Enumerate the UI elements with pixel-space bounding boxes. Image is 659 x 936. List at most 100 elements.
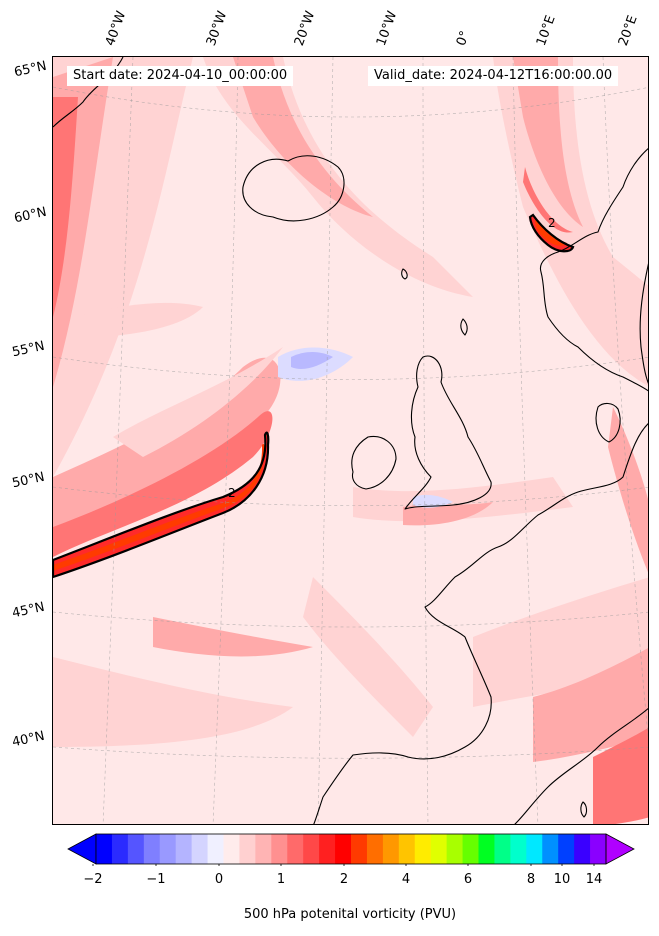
iceland-coast: [242, 155, 345, 222]
colorbar-tick-label: 0: [214, 872, 224, 887]
pv-filament-core: [53, 443, 265, 571]
colorbar-segment: [255, 834, 272, 864]
pv-field-patch-13: [113, 347, 283, 457]
colorbar-segment: [287, 834, 304, 864]
denmark-coast: [595, 402, 621, 443]
colorbar-tick-label: 6: [463, 872, 473, 887]
colorbar-segment: [191, 834, 209, 864]
colorbar-segment: [96, 834, 113, 864]
colorbar-segment: [366, 834, 384, 864]
pv-field-patch-12: [291, 352, 333, 369]
colorbar-segment: [414, 834, 432, 864]
colorbar-segment: [111, 834, 129, 864]
longitude-gridline-3: [422, 57, 429, 824]
colorbar-segment: [271, 834, 288, 864]
norway-coast: [539, 148, 648, 392]
colorbar-outline: [95, 833, 607, 865]
coastline-layer: [53, 57, 648, 824]
colorbar-segment: [223, 834, 240, 864]
longitude-tick-label: 10°W: [373, 9, 401, 48]
pv-field-patch-8: [73, 302, 203, 337]
colorbar-under-triangle: [67, 833, 97, 865]
colorbar-segment: [239, 834, 256, 864]
latitude-gridline-2: [53, 486, 648, 507]
iberia-coast: [514, 707, 648, 824]
colorbar-segment: [351, 834, 368, 864]
pv-field-patch-6: [513, 57, 583, 227]
ireland-coast: [351, 435, 397, 490]
colorbar-segment: [446, 834, 464, 864]
pv-field-layer: [53, 57, 648, 824]
colorbar-tick-label: 10: [553, 872, 571, 887]
colorbar-segment: [303, 834, 320, 864]
colorbar-segment: [335, 834, 352, 864]
colorbar-segment: [558, 834, 575, 864]
longitude-gridline-4: [512, 57, 539, 824]
colorbar-tick-label: 8: [526, 872, 536, 887]
pv-field-patch-4: [233, 57, 373, 217]
start-date-label: Start date: 2024-04-10_00:00:00: [67, 66, 294, 86]
colorbar-tick-label: 1: [276, 872, 286, 887]
pv-field-patch-22: [303, 577, 433, 737]
potential-vorticity-map: 22: [53, 57, 648, 824]
latitude-gridline-4: [53, 746, 648, 759]
pv-2-contour-label-1: 2: [548, 216, 556, 230]
colorbar-segment: [382, 834, 400, 864]
pv-2-contour-norway: [528, 213, 575, 253]
corsica-island: [580, 801, 588, 818]
latitude-gridline-1: [53, 356, 648, 380]
colorbar-segment: [319, 834, 336, 864]
sweden-coast: [639, 263, 648, 384]
europe-mainland-coast: [313, 423, 648, 824]
pv-field-patch-15: [403, 502, 493, 526]
colorbar-segment: [590, 834, 607, 864]
latitude-tick-label: 40°N: [10, 728, 46, 751]
colorbar-tick-label: −1: [146, 872, 166, 887]
pv-field-patch-19: [593, 728, 648, 824]
latitude-tick-label: 50°N: [10, 469, 46, 492]
colorbar-segment: [430, 834, 448, 864]
longitude-gridline-5: [602, 57, 648, 739]
colorbar-tick-label: 2: [339, 872, 349, 887]
colorbar-tick-label: 14: [585, 872, 603, 887]
pv-field-patch-16: [413, 494, 453, 508]
latitude-gridline-0: [53, 86, 648, 118]
latitude-gridline-3: [53, 611, 648, 628]
colorbar-strip: [67, 833, 635, 866]
pv-field-patch-7: [523, 167, 573, 233]
pv-2-contour-filament: [53, 431, 270, 579]
latitude-tick-label: 45°N: [10, 599, 46, 622]
longitude-gridline-0: [102, 57, 134, 824]
longitude-gridline-2: [317, 57, 334, 824]
latitude-tick-label: 60°N: [12, 204, 48, 227]
valid-date-label: Valid_date: 2024-04-12T16:00:00.00: [368, 66, 619, 86]
colorbar-segment: [510, 834, 527, 864]
pv-field-patch-2: [53, 97, 78, 317]
colorbar-segment: [127, 834, 145, 864]
pv-field-patch-21: [153, 617, 313, 657]
colorbar-segment: [143, 834, 161, 864]
colorbar-segment: [207, 834, 224, 864]
colorbar-segment: [175, 834, 193, 864]
pv-field-patch-10: [53, 411, 273, 557]
pv-2-contour-layer: 22: [53, 213, 575, 579]
longitude-tick-label: 0°: [453, 28, 474, 48]
pv-field-patch-18: [533, 648, 648, 762]
latitude-tick-label: 65°N: [12, 58, 48, 81]
colorbar-over-triangle: [605, 833, 635, 865]
shetland-island: [460, 318, 468, 336]
faroe-island: [401, 268, 408, 280]
pv-field-patch-20: [53, 657, 293, 747]
colorbar-segment: [542, 834, 559, 864]
longitude-tick-label: 20°E: [615, 13, 641, 49]
latitude-tick-label: 55°N: [10, 338, 46, 361]
colorbar-segment: [526, 834, 543, 864]
colorbar-tick-label: 4: [401, 872, 411, 887]
colorbar-segment: [398, 834, 416, 864]
colorbar-segment: [494, 834, 511, 864]
pv-filament-outer: [53, 432, 269, 577]
colorbar-tick-label: −2: [83, 872, 103, 887]
longitude-tick-label: 10°E: [533, 13, 559, 49]
longitude-gridline-1: [212, 57, 239, 824]
